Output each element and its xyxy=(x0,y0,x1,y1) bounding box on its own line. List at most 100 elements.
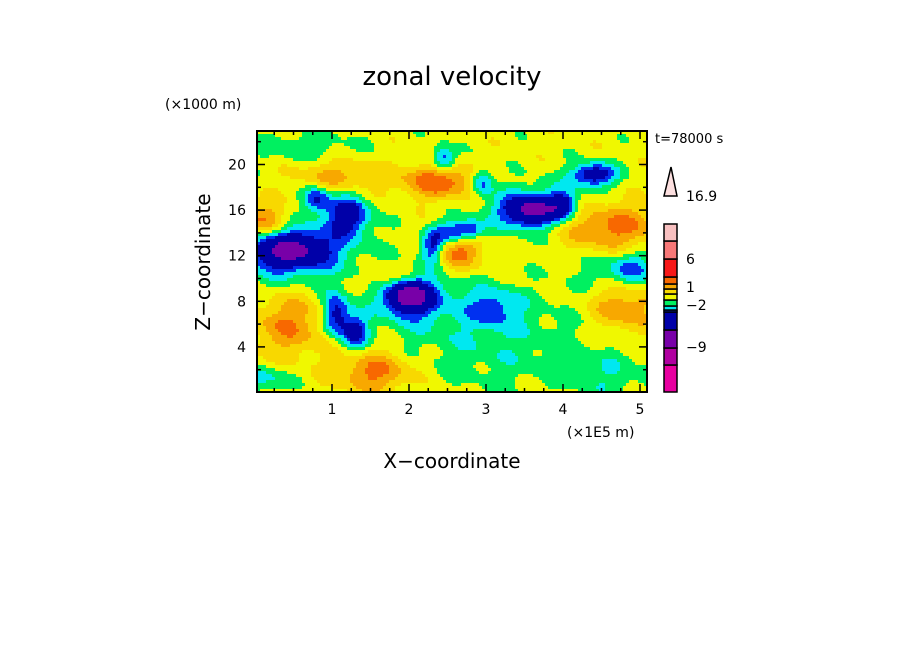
field-cell xyxy=(380,218,384,222)
field-cell xyxy=(383,200,387,204)
field-cell xyxy=(554,236,558,240)
field-cell xyxy=(524,209,528,213)
field-cell xyxy=(455,209,459,213)
field-cell xyxy=(269,155,273,159)
field-cell xyxy=(404,227,408,231)
field-cell xyxy=(278,206,282,210)
field-cell xyxy=(443,140,447,144)
field-cell xyxy=(392,182,396,186)
field-cell xyxy=(278,242,282,246)
field-cell xyxy=(275,188,279,192)
field-cell xyxy=(584,164,588,168)
field-cell xyxy=(443,149,447,153)
field-cell xyxy=(605,227,609,231)
field-cell xyxy=(455,197,459,201)
field-cell xyxy=(308,236,312,240)
field-cell xyxy=(494,197,498,201)
field-cell xyxy=(425,218,429,222)
field-cell xyxy=(566,212,570,216)
field-cell xyxy=(284,212,288,216)
field-cell xyxy=(491,236,495,240)
field-cell xyxy=(482,143,486,147)
field-cell xyxy=(314,188,318,192)
field-cell xyxy=(581,230,585,234)
field-cell xyxy=(530,182,534,186)
field-cell xyxy=(299,149,303,153)
field-cell xyxy=(335,146,339,150)
field-cell xyxy=(602,155,606,159)
field-cell xyxy=(557,242,561,246)
field-cell xyxy=(614,206,618,210)
field-cell xyxy=(539,164,543,168)
field-cell xyxy=(293,194,297,198)
field-cell xyxy=(365,227,369,231)
field-cell xyxy=(557,152,561,156)
field-cell xyxy=(380,197,384,201)
field-cell xyxy=(578,146,582,150)
field-cell xyxy=(632,209,636,213)
field-cell xyxy=(500,206,504,210)
field-cell xyxy=(308,233,312,237)
field-cell xyxy=(473,242,477,246)
field-cell xyxy=(608,170,612,174)
field-cell xyxy=(521,161,525,165)
field-cell xyxy=(641,197,645,201)
field-cell xyxy=(383,152,387,156)
field-cell xyxy=(428,143,432,147)
field-cell xyxy=(287,209,291,213)
field-cell xyxy=(314,143,318,147)
field-cell xyxy=(512,200,516,204)
field-cell xyxy=(617,227,621,231)
field-cell xyxy=(305,194,309,198)
field-cell xyxy=(515,170,519,174)
field-cell xyxy=(596,140,600,144)
field-cell xyxy=(446,236,450,240)
field-cell xyxy=(278,179,282,183)
field-cell xyxy=(644,173,648,177)
field-cell xyxy=(284,209,288,213)
field-cell xyxy=(620,197,624,201)
field-cell xyxy=(296,152,300,156)
field-cell xyxy=(533,161,537,165)
field-cell xyxy=(611,185,615,189)
field-cell xyxy=(428,200,432,204)
field-cell xyxy=(626,146,630,150)
field-cell xyxy=(527,137,531,141)
field-cell xyxy=(572,131,576,135)
field-cell xyxy=(626,209,630,213)
field-cell xyxy=(434,233,438,237)
field-cell xyxy=(587,131,591,135)
field-cell xyxy=(437,134,441,138)
field-cell xyxy=(416,179,420,183)
field-cell xyxy=(416,242,420,246)
field-cell xyxy=(494,218,498,222)
field-cell xyxy=(371,203,375,207)
field-cell xyxy=(551,188,555,192)
field-cell xyxy=(377,212,381,216)
field-cell xyxy=(296,227,300,231)
field-cell xyxy=(578,194,582,198)
field-cell xyxy=(530,176,534,180)
field-cell xyxy=(437,146,441,150)
field-cell xyxy=(368,164,372,168)
field-cell xyxy=(338,191,342,195)
field-cell xyxy=(296,218,300,222)
field-cell xyxy=(341,137,345,141)
field-cell xyxy=(374,173,378,177)
field-cell xyxy=(488,188,492,192)
field-cell xyxy=(272,245,276,249)
field-cell xyxy=(458,146,462,150)
field-cell xyxy=(551,236,555,240)
field-cell xyxy=(635,221,639,225)
field-cell xyxy=(470,239,474,243)
field-cell xyxy=(608,140,612,144)
field-cell xyxy=(266,152,270,156)
field-cell xyxy=(443,230,447,234)
field-cell xyxy=(326,146,330,150)
field-cell xyxy=(416,209,420,213)
field-cell xyxy=(449,158,453,162)
field-cell xyxy=(377,197,381,201)
field-cell xyxy=(506,155,510,159)
field-cell xyxy=(569,173,573,177)
field-cell xyxy=(317,239,321,243)
